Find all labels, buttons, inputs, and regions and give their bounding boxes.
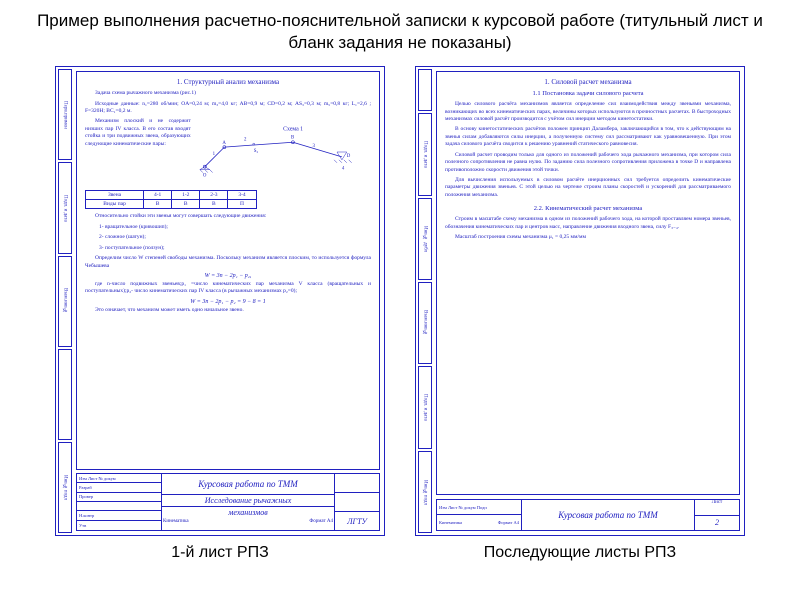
svg-text:D: D — [347, 154, 351, 159]
title-block-2: Изм Лист № докум Подп Кинематика Формат … — [436, 499, 740, 531]
svg-text:2: 2 — [244, 138, 247, 143]
p2-para5: Строим в масштабе схему механизма в одно… — [445, 216, 731, 231]
tb-label: Изм — [439, 505, 447, 510]
data-line: Исходные данные: n₁=280 об/мин; OA=0,24 … — [85, 101, 371, 116]
tb-role: Разраб — [77, 483, 161, 492]
tb-label: Изм — [79, 476, 87, 481]
tb-left-2: Изм Лист № докум Подп Кинематика Формат … — [437, 500, 522, 530]
content-frame-2: 1. Силовой расчет механизма 1.1 Постанов… — [436, 71, 740, 495]
tb-label: № докум — [99, 476, 116, 481]
formula2: W = 3n − 2p₁ − p₂ = 9 − 8 = 1 — [85, 299, 371, 305]
side-stamps-1: Перв.примен Подп. и дата Взам.инв.№ Инв.… — [58, 69, 72, 533]
tb-footer-right: Формат А4 — [248, 518, 334, 530]
side-cell: Перв.примен — [58, 69, 72, 160]
tb-bottom: Кинематика Формат А4 — [162, 518, 334, 530]
tb-org: ЛГТУ — [335, 512, 379, 530]
side-cell: Инв.№подл — [418, 451, 432, 533]
tb-footer-left-2: Кинематика — [439, 520, 462, 525]
th: 3-4 — [228, 191, 256, 200]
para1: Механизм плоский и не содержит низших па… — [85, 118, 191, 183]
tb-center: Курсовая работа по ТММ Исследование рыча… — [162, 474, 334, 530]
page2: Подп. и дата Инв.№ дубл Взам.инв.№ Подп.… — [415, 66, 745, 536]
svg-text:Схема 1: Схема 1 — [283, 127, 303, 133]
side-cell: Взам.инв.№ — [418, 282, 432, 364]
section-title-2: 1. Силовой расчет механизма — [445, 78, 731, 86]
slide-title: Пример выполнения расчетно-пояснительной… — [30, 10, 770, 54]
pairs-table: Звена 4-1 1-2 2-3 3-4 Виды пар В В В П — [85, 190, 257, 209]
th: Звена — [86, 191, 144, 200]
tb-footer-left: Кинематика — [162, 518, 248, 530]
section-title: 1. Структурный анализ механизма — [85, 78, 371, 86]
tb-label: № докум — [459, 505, 476, 510]
th: 1-2 — [172, 191, 200, 200]
p2-para6: Масштаб построения схемы механизма μ₁ = … — [445, 234, 731, 241]
p2-para4: Для вычисления используемых в силовом ра… — [445, 177, 731, 199]
formula1: W = 3n − 2p₁ − p₂, — [85, 273, 371, 279]
td: В — [200, 200, 228, 209]
pages-container: Перв.примен Подп. и дата Взам.инв.№ Инв.… — [30, 66, 770, 562]
tb-footer-right-2: Формат А4 — [498, 520, 519, 525]
svg-text:S₂: S₂ — [254, 149, 259, 154]
side-cell: Подп. и дата — [418, 113, 432, 195]
content-frame-1: 1. Структурный анализ механизма Задача с… — [76, 71, 380, 470]
tb-role: Провер — [77, 493, 161, 502]
p2-para3: Силовой расчет проводим только для одног… — [445, 152, 731, 174]
page-num: 2 — [695, 516, 739, 531]
side-cell: Инв.№ дубл — [418, 198, 432, 280]
list-item: 3- поступательное (ползун); — [85, 245, 371, 252]
svg-text:4: 4 — [342, 167, 345, 172]
tb-sub1: Исследование рычажных — [162, 495, 334, 507]
tb-role: Н.контр — [77, 511, 161, 520]
tb-right: ЛГТУ — [334, 474, 379, 530]
side-stamps-2: Подп. и дата Инв.№ дубл Взам.инв.№ Подп.… — [418, 69, 432, 533]
tb-right-2: Лист 2 — [694, 500, 739, 530]
tb-label: Подп — [477, 505, 487, 510]
svg-text:A: A — [222, 142, 226, 147]
th: 4-1 — [144, 191, 172, 200]
para5: Это означает, что механизм может иметь о… — [85, 307, 371, 314]
td: В — [144, 200, 172, 209]
p2-para2: В основу кинетостатических расчётов поло… — [445, 126, 731, 148]
svg-text:3: 3 — [312, 145, 315, 150]
tb-main-title: Курсовая работа по ТММ — [162, 474, 334, 495]
tb-left: Изм Лист № докум Разраб Провер Н.контр У… — [77, 474, 162, 530]
tb-sub2: механизмов — [162, 507, 334, 518]
svg-text:B: B — [291, 136, 295, 141]
title-block-1: Изм Лист № докум Разраб Провер Н.контр У… — [76, 473, 380, 531]
side-cell: Взам.инв.№ — [58, 256, 72, 347]
intro-text: Задача схема рычажного механизма (рис.1) — [85, 90, 371, 97]
para4: где n-число подвижных звеньев;p₁ =число … — [85, 281, 371, 296]
sub-section-2: 2.2. Кинематический расчет механизма — [445, 205, 731, 212]
side-cell: Инв.№подл — [58, 442, 72, 533]
para2: Относительно стойки эти звенья могут сов… — [85, 213, 371, 220]
caption-2: Последующие листы РПЗ — [484, 544, 676, 562]
p2-para1: Целью силового расчёта механизмов являет… — [445, 101, 731, 123]
td: П — [228, 200, 256, 209]
para3: Определим число W степеней свободы механ… — [85, 255, 371, 270]
page1: Перв.примен Подп. и дата Взам.инв.№ Инв.… — [55, 66, 385, 536]
mechanism-diagram: Схема 1 A B D O 2 S₂ 3 1 — [195, 122, 371, 182]
list-item: 2- сложное (шатун); — [85, 234, 371, 241]
tb-main-title-2: Курсовая работа по ТММ — [522, 500, 694, 530]
td: В — [172, 200, 200, 209]
page2-wrap: Подп. и дата Инв.№ дубл Взам.инв.№ Подп.… — [415, 66, 745, 562]
page1-wrap: Перв.примен Подп. и дата Взам.инв.№ Инв.… — [55, 66, 385, 562]
list-item: 1- вращательное (кривошип); — [85, 224, 371, 231]
side-cell — [418, 69, 432, 111]
tb-label: Лист — [448, 505, 457, 510]
th: 2-3 — [200, 191, 228, 200]
side-cell — [58, 349, 72, 440]
tb-role: Утв — [77, 521, 161, 530]
sub-section-1: 1.1 Постановка задачи силового расчета — [445, 90, 731, 97]
tb-label: Лист — [88, 476, 97, 481]
svg-text:O: O — [203, 174, 207, 179]
tb-role — [77, 502, 161, 511]
td: Виды пар — [86, 200, 144, 209]
caption-1: 1-й лист РПЗ — [171, 544, 269, 562]
side-cell: Подп. и дата — [58, 162, 72, 253]
side-cell: Подп. и дата — [418, 366, 432, 448]
